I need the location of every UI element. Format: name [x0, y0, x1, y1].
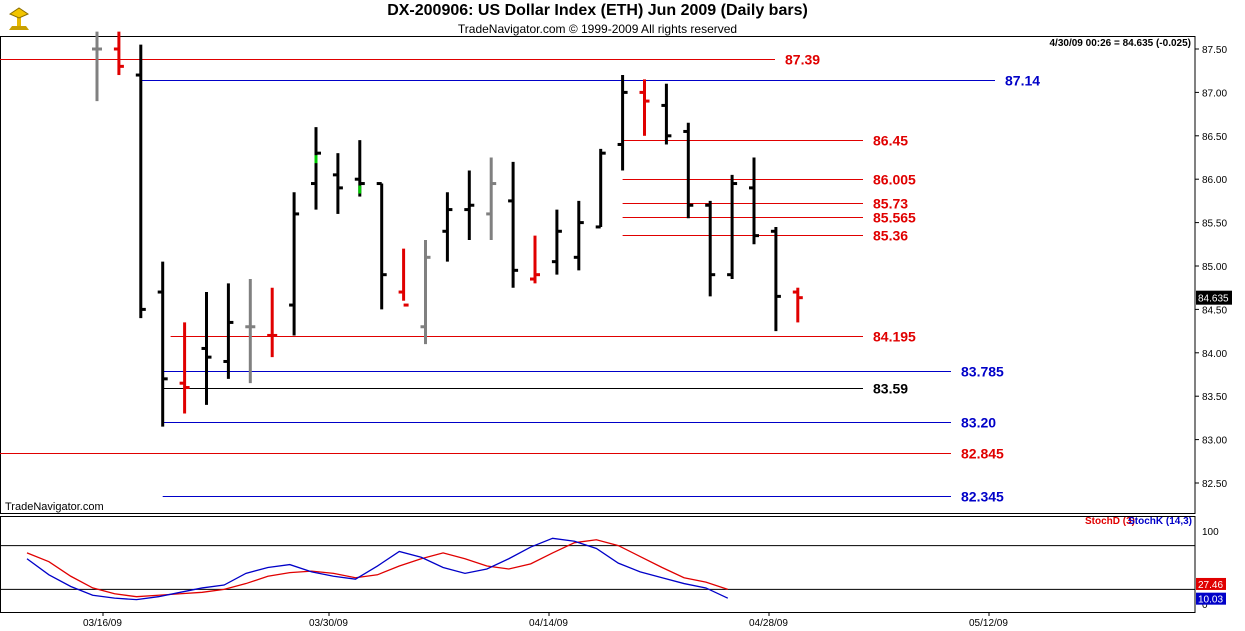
ohlc-bar	[267, 287, 278, 358]
stoch-series-0	[26, 539, 729, 598]
x-tick-label: 05/12/09	[969, 618, 1008, 629]
stoch-panel-frame	[0, 516, 1196, 613]
price-panel-frame	[0, 36, 1196, 514]
level-label-85.565: 85.565	[873, 210, 916, 226]
ohlc-bar	[157, 261, 168, 427]
level-label-87.39: 87.39	[785, 52, 820, 68]
ohlc-bar	[420, 239, 431, 345]
ohlc-bar	[376, 182, 387, 310]
ohlc-bar	[727, 174, 738, 280]
ohlc-bar	[289, 192, 300, 336]
y-tick-label: 87.00	[1202, 88, 1227, 99]
level-label-83.20: 83.20	[961, 415, 996, 431]
x-tick-label: 03/30/09	[309, 618, 348, 629]
ohlc-bar	[551, 209, 562, 275]
ohlc-bar	[311, 127, 321, 210]
ohlc-bar	[442, 192, 453, 262]
ohlc-bar	[179, 322, 190, 414]
level-label-82.845: 82.845	[961, 446, 1004, 462]
price-readout: 4/30/09 00:26 = 84.635 (-0.025)	[1049, 38, 1192, 49]
level-label-86.45: 86.45	[873, 133, 908, 149]
ohlc-bar	[464, 170, 475, 240]
level-label-83.785: 83.785	[961, 364, 1004, 380]
ohlc-bar	[135, 44, 146, 319]
stoch-tick-label: 100	[1202, 527, 1219, 538]
ohlc-bar	[792, 287, 803, 323]
ohlc-bar	[398, 248, 409, 307]
ohlc-bar	[92, 31, 102, 102]
ohlc-bar	[595, 148, 606, 229]
x-tick-label: 03/16/09	[83, 618, 122, 629]
ohlc-bar	[530, 235, 540, 284]
ohlc-bar	[705, 200, 716, 297]
y-tick-label: 83.00	[1202, 436, 1227, 447]
last-price-label: 84.635	[1198, 294, 1229, 305]
ohlc-bar	[683, 122, 694, 219]
level-label-84.195: 84.195	[873, 329, 916, 345]
ohlc-bar	[332, 153, 343, 214]
y-tick-label: 84.50	[1202, 305, 1227, 316]
last-price-tag	[1196, 290, 1232, 305]
ohlc-bar	[201, 292, 212, 405]
y-tick-label: 83.50	[1202, 392, 1227, 403]
ohlc-bar	[223, 283, 234, 379]
y-tick-label: 84.00	[1202, 349, 1227, 360]
x-tick-label: 04/28/09	[749, 618, 788, 629]
stochk-tag-label: 10.03	[1198, 595, 1223, 606]
ohlc-bar	[617, 75, 628, 171]
level-label-85.36: 85.36	[873, 228, 908, 244]
stoch-series-1	[26, 537, 729, 601]
ohlc-bar	[573, 200, 584, 271]
stochd-tag-label: 27.46	[1198, 580, 1223, 591]
credit-text: TradeNavigator.com	[5, 501, 104, 513]
level-label-82.345: 82.345	[961, 489, 1004, 505]
ohlc-bar	[245, 279, 256, 384]
chart-title: DX-200906: US Dollar Index (ETH) Jun 200…	[387, 2, 808, 19]
stoch-tick-label: 0	[1202, 600, 1208, 611]
stochk-tag	[1196, 592, 1226, 605]
level-label-86.005: 86.005	[873, 172, 916, 188]
x-tick-label: 04/14/09	[529, 618, 568, 629]
level-label-85.73: 85.73	[873, 196, 908, 212]
chart-subtitle: TradeNavigator.com © 1999-2009 All right…	[457, 22, 738, 36]
ohlc-bar	[661, 83, 672, 145]
y-tick-label: 85.00	[1202, 262, 1227, 273]
ohlc-bar	[749, 157, 759, 245]
stochd-legend: StochD (3)	[1085, 516, 1135, 527]
ohlc-bar	[639, 79, 650, 136]
ohlc-bar	[508, 161, 519, 288]
ohlc-bar	[113, 31, 124, 76]
trade-navigator-logo-icon	[4, 4, 34, 34]
y-tick-label: 82.50	[1202, 479, 1227, 490]
y-tick-label: 86.50	[1202, 132, 1227, 143]
y-tick-label: 87.50	[1202, 45, 1227, 56]
stochd-tag	[1196, 577, 1226, 590]
ohlc-bar	[354, 140, 365, 197]
level-label-87.14: 87.14	[1005, 73, 1040, 89]
y-tick-label: 86.00	[1202, 175, 1227, 186]
ohlc-bar	[486, 157, 497, 240]
stochk-legend: StochK (14,3)	[1128, 516, 1192, 527]
y-tick-label: 85.50	[1202, 219, 1227, 230]
level-label-83.59: 83.59	[873, 381, 908, 397]
ohlc-bar	[770, 226, 781, 332]
